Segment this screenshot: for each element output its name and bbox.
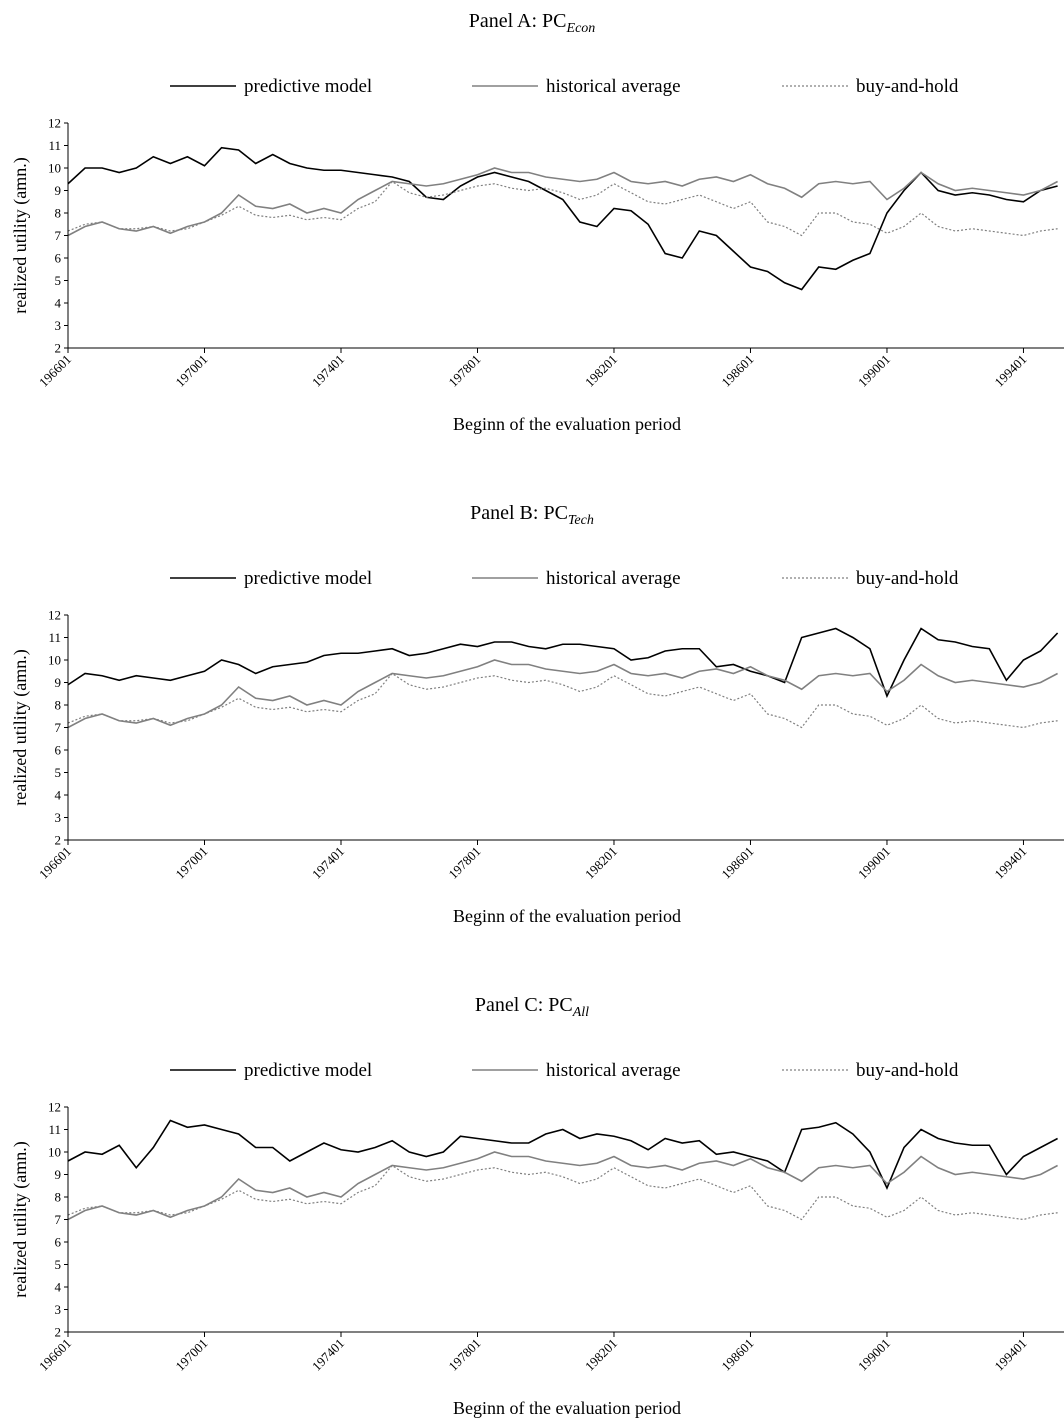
y-axis-title: realized utility (amn.) [10,649,31,805]
x-tick-label: 198201 [582,844,620,882]
series-line [67,627,1059,699]
y-axis-title: realized utility (amn.) [10,1141,31,1297]
y-tick-label: 4 [55,1280,62,1295]
panel: Panel B: PCTech predictive model historica… [10,502,1064,926]
legend-label: historical average [546,76,681,97]
panel-title: Panel C: PCAll [475,994,589,1020]
y-tick-label: 2 [55,1325,62,1340]
x-tick-label: 197801 [445,844,483,882]
y-tick-label: 8 [55,1190,62,1205]
y-tick-label: 11 [48,138,61,153]
x-tick-label: 198201 [582,1336,620,1374]
x-tick-label: 197001 [172,1336,210,1374]
y-axis-title: realized utility (amn.) [10,157,31,313]
legend-label: predictive model [244,76,372,97]
x-tick-label: 197801 [445,352,483,390]
x-tick-label: 199401 [991,1336,1029,1374]
x-axis-title: Beginn of the evaluation period [453,1398,681,1418]
y-tick-label: 6 [55,743,62,758]
x-tick-label: 199401 [991,844,1029,882]
title-text: Panel B: PC [470,502,568,524]
y-tick-label: 12 [48,116,61,131]
y-tick-label: 6 [55,1235,62,1250]
legend-label: buy-and-hold [856,568,959,589]
title-text: Panel A: PC [469,10,567,32]
x-tick-label: 197001 [172,844,210,882]
series-line [67,659,1058,729]
series-line [67,180,1058,237]
y-tick-label: 8 [55,206,62,221]
y-tick-label: 10 [48,653,61,668]
y-tick-label: 4 [55,788,62,803]
series-line [67,1151,1058,1221]
x-tick-label: 198201 [582,352,620,390]
x-tick-label: 199001 [855,844,893,882]
x-tick-label: 196601 [36,1336,74,1374]
title-subscript: Econ [566,21,596,36]
y-tick-label: 11 [48,630,61,645]
legend-label: predictive model [244,1060,372,1081]
x-tick-label: 199001 [855,352,893,390]
title-subscript: All [572,1005,589,1020]
legend-label: historical average [546,1060,681,1081]
y-tick-label: 8 [55,698,62,713]
x-tick-label: 199401 [991,352,1029,390]
x-tick-label: 197401 [309,1336,347,1374]
y-tick-label: 7 [55,228,62,243]
series-line [67,146,1058,291]
panel-title: Panel A: PCEcon [469,10,596,36]
legend-label: predictive model [244,568,372,589]
series-line [67,167,1058,237]
x-tick-label: 199001 [855,1336,893,1374]
y-tick-label: 3 [55,1302,62,1317]
x-tick-label: 197401 [309,844,347,882]
x-tick-label: 197401 [309,352,347,390]
x-tick-label: 197001 [172,352,210,390]
x-tick-label: 198601 [718,1336,756,1374]
series-line [67,672,1058,729]
y-tick-label: 12 [48,608,61,623]
y-tick-label: 5 [55,273,62,288]
x-axis-title: Beginn of the evaluation period [453,906,681,926]
y-tick-label: 10 [48,161,61,176]
legend-label: buy-and-hold [856,76,959,97]
y-tick-label: 12 [48,1100,61,1115]
panel: Panel C: PCAll predictive model historical… [10,994,1064,1418]
y-tick-label: 5 [55,1257,62,1272]
y-tick-label: 10 [48,1145,61,1160]
title-subscript: Tech [568,513,594,528]
y-tick-label: 6 [55,251,62,266]
y-tick-label: 3 [55,318,62,333]
legend-label: historical average [546,568,681,589]
y-tick-label: 11 [48,1122,61,1137]
y-tick-label: 3 [55,810,62,825]
y-tick-label: 2 [55,341,62,356]
y-tick-label: 9 [55,183,62,198]
series-line [67,1119,1058,1190]
y-tick-label: 2 [55,833,62,848]
x-tick-label: 196601 [36,844,74,882]
x-axis-title: Beginn of the evaluation period [453,414,681,434]
y-tick-label: 4 [55,296,62,311]
y-tick-label: 5 [55,765,62,780]
legend-label: buy-and-hold [856,1060,959,1081]
y-tick-label: 9 [55,1167,62,1182]
x-tick-label: 197801 [445,1336,483,1374]
y-tick-label: 9 [55,675,62,690]
x-tick-label: 196601 [36,352,74,390]
title-text: Panel C: PC [475,994,573,1016]
y-tick-label: 7 [55,720,62,735]
panel-title: Panel B: PCTech [470,502,594,528]
y-tick-label: 7 [55,1212,62,1227]
panel: Panel A: PCEcon predictive model historica… [10,10,1064,434]
x-tick-label: 198601 [718,352,756,390]
x-tick-label: 198601 [718,844,756,882]
series-line [67,1164,1058,1221]
